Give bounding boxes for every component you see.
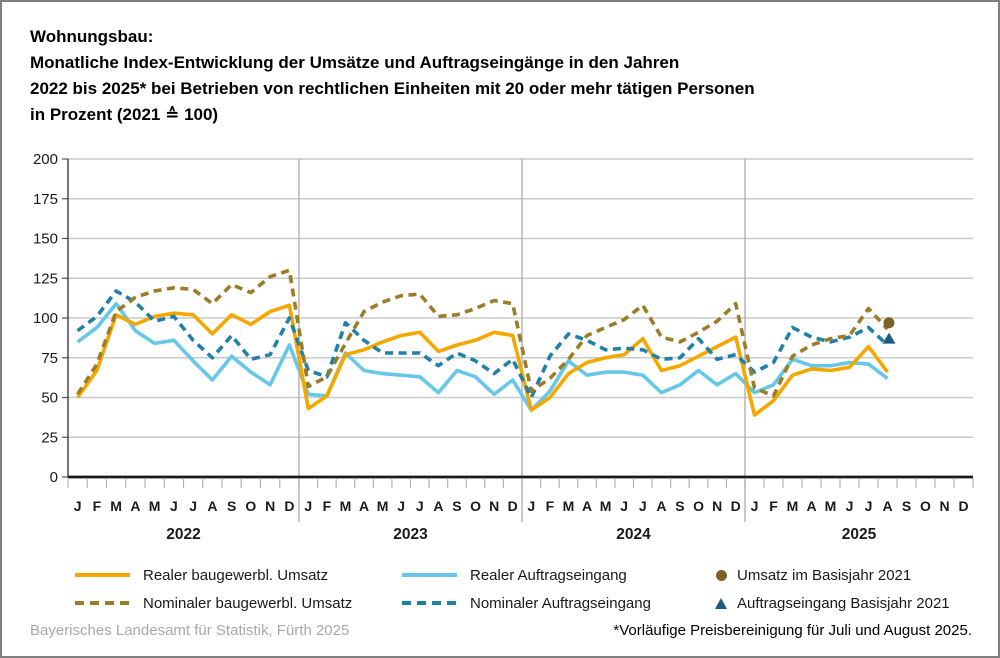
legend-item-realer-auftragseingang: Realer Auftragseingang [402,565,627,585]
month-label: N [939,498,949,514]
month-label: S [227,498,236,514]
month-label: A [359,498,369,514]
month-label: F [546,498,555,514]
y-tick-label: 125 [33,270,58,287]
month-label: O [470,498,481,514]
month-label: A [582,498,592,514]
month-label: O [245,498,256,514]
solid-line-swatch-icon [402,573,457,577]
month-label: S [902,498,911,514]
title-line-2: Monatliche Index-Entwicklung der Umsätze… [30,53,680,72]
month-label: J [74,498,82,514]
month-label: J [865,498,873,514]
legend-item-umsatz-basisjahr: Umsatz im Basisjahr 2021 [714,565,911,585]
month-label: A [882,498,892,514]
month-label: M [600,498,612,514]
y-tick-label: 75 [41,350,58,367]
legend-label: Realer Auftragseingang [470,566,627,584]
month-label: J [751,498,759,514]
month-label: M [377,498,389,514]
month-label: O [920,498,931,514]
y-tick-label: 100 [33,310,58,327]
legend-item-realer-umsatz: Realer baugewerbl. Umsatz [75,565,328,585]
title-line-3: 2022 bis 2025* bei Betrieben von rechtli… [30,79,755,98]
month-label: J [304,498,312,514]
month-label: M [110,498,122,514]
y-tick-label: 0 [50,469,58,486]
month-label: J [639,498,647,514]
legend-item-nominaler-umsatz: Nominaler baugewerbl. Umsatz [75,593,352,613]
y-tick-label: 50 [41,390,58,407]
month-label: J [397,498,405,514]
title-line-1: Wohnungsbau: [30,27,154,46]
month-label: J [416,498,424,514]
legend-label: Umsatz im Basisjahr 2021 [737,566,912,584]
month-label: N [265,498,275,514]
month-label: J [846,498,854,514]
y-tick-label: 150 [33,231,58,248]
month-label: D [284,498,294,514]
solid-line-swatch-icon [75,573,130,577]
month-label: A [433,498,443,514]
year-label: 2022 [166,526,200,543]
month-label: M [340,498,352,514]
month-label: A [207,498,217,514]
month-label: M [149,498,161,514]
month-label: S [675,498,684,514]
month-label: N [712,498,722,514]
month-label: J [620,498,628,514]
dashed-line-swatch-icon [75,601,130,605]
auftragseingang-basisjahr-marker [882,332,896,344]
chart-title: Wohnungsbau: Monatliche Index-Entwicklun… [30,24,755,128]
month-label: S [452,498,461,514]
month-label: J [527,498,535,514]
source-attribution: Bayerisches Landesamt für Statistik, Für… [30,622,350,639]
month-label: F [323,498,332,514]
month-label: J [189,498,197,514]
legend-item-nominaler-auftragseingang: Nominaler Auftragseingang [402,593,651,613]
year-label: 2023 [393,526,428,543]
series-line-realer-baugewerbl-umsatz [76,303,889,417]
legend-label: Realer baugewerbl. Umsatz [143,566,329,584]
month-label: A [806,498,816,514]
y-tick-label: 200 [33,151,58,168]
month-label: O [693,498,704,514]
month-label: M [787,498,799,514]
month-label: F [769,498,778,514]
y-tick-label: 175 [33,191,58,208]
month-label: D [731,498,741,514]
y-tick-label: 25 [41,429,58,446]
month-label: A [130,498,140,514]
series-line-realer-auftragseingang [76,301,889,412]
year-label: 2025 [842,526,877,543]
title-line-4: in Prozent (2021 ≙ 100) [30,105,219,124]
month-label: D [958,498,968,514]
legend-label: Nominaler baugewerbl. Umsatz [143,594,353,612]
circle-marker-icon [714,569,728,581]
legend-label: Nominaler Auftragseingang [470,594,651,612]
legend-label: Auftragseingang Basisjahr 2021 [737,594,950,612]
month-label: M [825,498,837,514]
legend-item-auftragseingang-basisjahr: Auftragseingang Basisjahr 2021 [714,593,950,613]
year-label: 2024 [616,526,651,543]
month-label: D [508,498,518,514]
month-label: M [563,498,575,514]
dashed-line-swatch-icon [402,601,457,605]
month-label: N [489,498,499,514]
footnote: *Vorläufige Preisbereinigung für Juli un… [613,622,972,639]
triangle-marker-icon [714,597,728,609]
series-line-nominaler-baugewerbl-umsatz [76,268,889,398]
month-label: A [656,498,666,514]
month-label: F [93,498,102,514]
umsatz-basisjahr-marker [883,317,895,329]
month-label: J [170,498,178,514]
